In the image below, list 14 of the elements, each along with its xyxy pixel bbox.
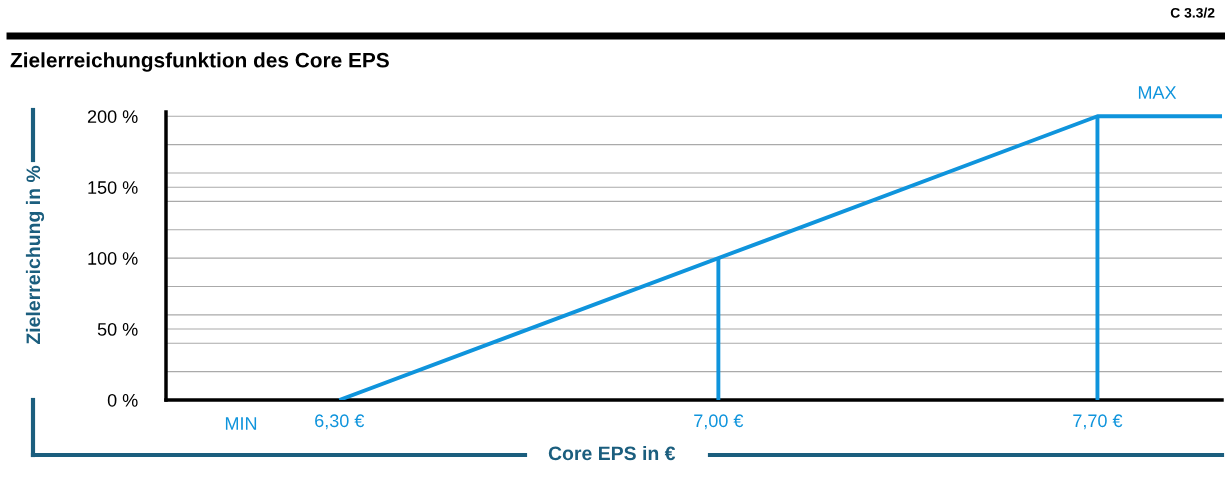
x-tick-label: 7,70 € [1073,414,1123,430]
y-tick-label: 100 % [88,252,138,265]
y-tick-label: 0 % [107,393,138,407]
y-tick-label: 200 % [87,110,138,123]
x-tick-label: 6,30 € [315,414,365,430]
y-axis-title: Zielerreichung in % [25,165,45,345]
y-tick-label: 150 % [88,181,138,194]
annotation: MAX [1138,86,1177,99]
x-axis-title: Core EPS in € [548,445,676,461]
text: C 3.3/2 [1170,7,1215,18]
y-tick-label: 50 % [97,323,138,336]
text: MIN [225,417,257,430]
chart-title: Zielerreichungsfunktion des Core EPS [10,52,389,72]
x-tick-label: 7,00 € [694,414,744,430]
